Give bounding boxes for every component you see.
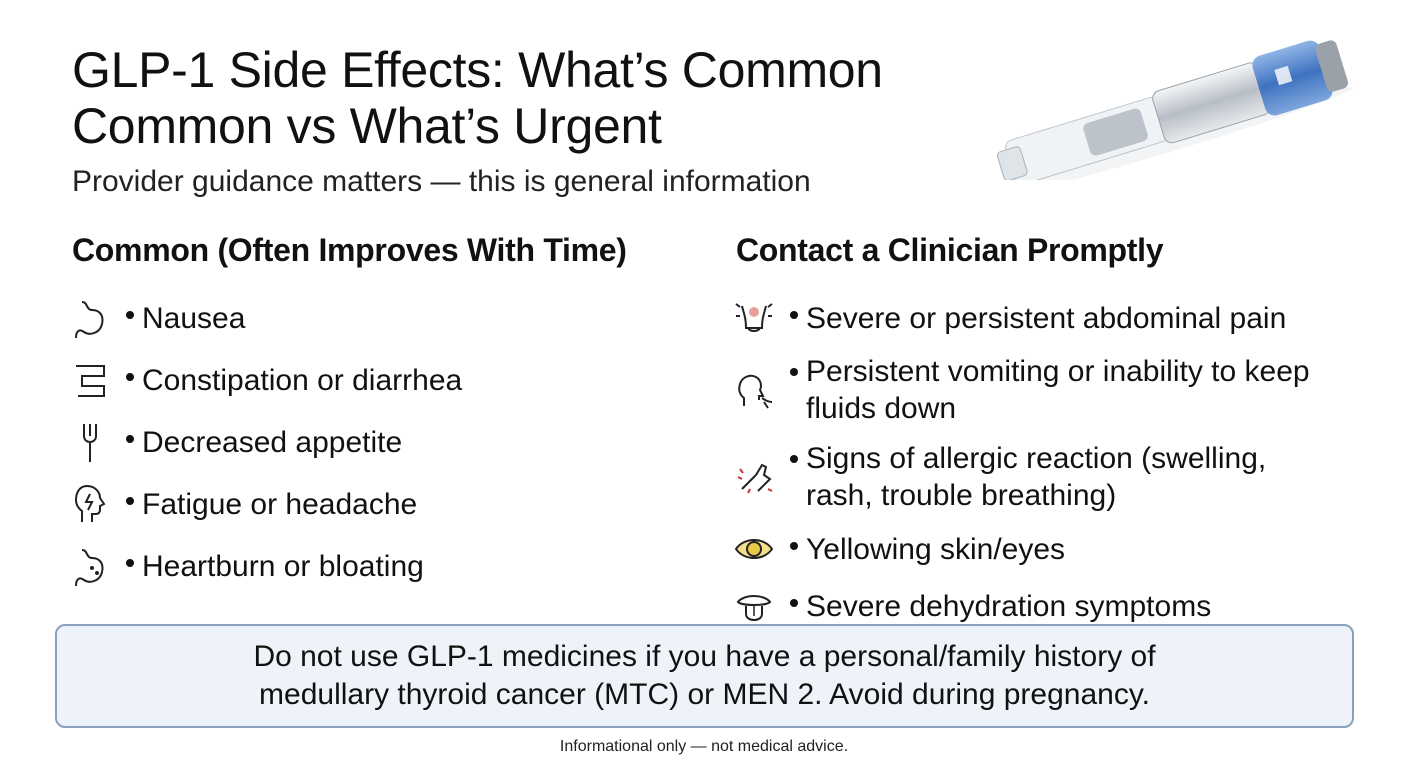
list-item: Decreased appetite — [68, 420, 668, 464]
item-icon — [83, 424, 97, 462]
pen-image — [996, 40, 1353, 180]
item-icon — [76, 365, 105, 397]
list-item: Heartburn or bloating — [68, 544, 668, 588]
item-icon — [734, 539, 774, 559]
bullet — [790, 455, 798, 463]
warning-box: Do not use GLP-1 medicines if you have a… — [55, 624, 1354, 728]
bullet — [790, 599, 798, 607]
title-line: Common vs What’s Urgent — [72, 98, 662, 154]
item-text: Severe dehydration symptoms — [806, 589, 1212, 623]
item-icon — [75, 301, 104, 339]
list-item: Yellowing skin/eyes — [732, 527, 1342, 571]
warning-line: medullary thyroid cancer (MTC) or MEN 2.… — [259, 678, 1150, 711]
item-icon — [736, 595, 772, 621]
title-line: GLP-1 Side Effects: What’s Common — [72, 42, 883, 98]
urgent-list: Severe or persistent abdominal pain Persi… — [732, 296, 1342, 628]
item-text: Persistent vomiting or inability to keep… — [806, 355, 1310, 425]
bullet — [126, 435, 134, 443]
list-item: Nausea — [68, 296, 668, 340]
bullet — [790, 311, 798, 319]
list-item: Signs of allergic reaction (swelling, ra… — [732, 440, 1342, 514]
warning-line: Do not use GLP-1 medicines if you have a… — [253, 640, 1156, 673]
item-icon — [75, 549, 104, 587]
item-icon — [737, 463, 773, 494]
bullet — [126, 373, 134, 381]
item-text: Yellowing skin/eyes — [806, 532, 1066, 566]
subtitle: Provider guidance matters — this is gene… — [72, 165, 811, 198]
item-icon — [738, 374, 773, 409]
list-item: Severe or persistent abdominal pain — [732, 296, 1342, 340]
title: GLP-1 Side Effects: What’s Common Common… — [72, 42, 883, 154]
item-text: Constipation or diarrhea — [142, 363, 463, 397]
list-item: Fatigue or headache — [68, 482, 668, 526]
item-text: Decreased appetite — [142, 425, 403, 459]
column-heading: Common (Often Improves With Time) — [72, 232, 627, 268]
item-icon — [74, 484, 106, 522]
list-item: Constipation or diarrhea — [68, 358, 668, 402]
item-icon — [735, 303, 773, 332]
item-text: Nausea — [142, 301, 246, 335]
bullet — [790, 542, 798, 550]
item-text: Severe or persistent abdominal pain — [806, 301, 1287, 335]
item-text: Fatigue or headache — [142, 487, 418, 521]
bullet — [126, 559, 134, 567]
bullet — [126, 497, 134, 505]
common-list: Nausea Constipation or diarrhea Decreased … — [68, 296, 668, 588]
list-item: Severe dehydration symptoms — [732, 584, 1342, 628]
item-text: Signs of allergic reaction (swelling, ra… — [806, 442, 1267, 512]
list-item: Persistent vomiting or inability to keep… — [732, 353, 1342, 427]
bullet — [790, 368, 798, 376]
bullet — [126, 311, 134, 319]
item-text: Heartburn or bloating — [142, 549, 424, 583]
footer: Informational only — not medical advice. — [559, 738, 849, 755]
column-heading: Contact a Clinician Promptly — [736, 232, 1164, 268]
